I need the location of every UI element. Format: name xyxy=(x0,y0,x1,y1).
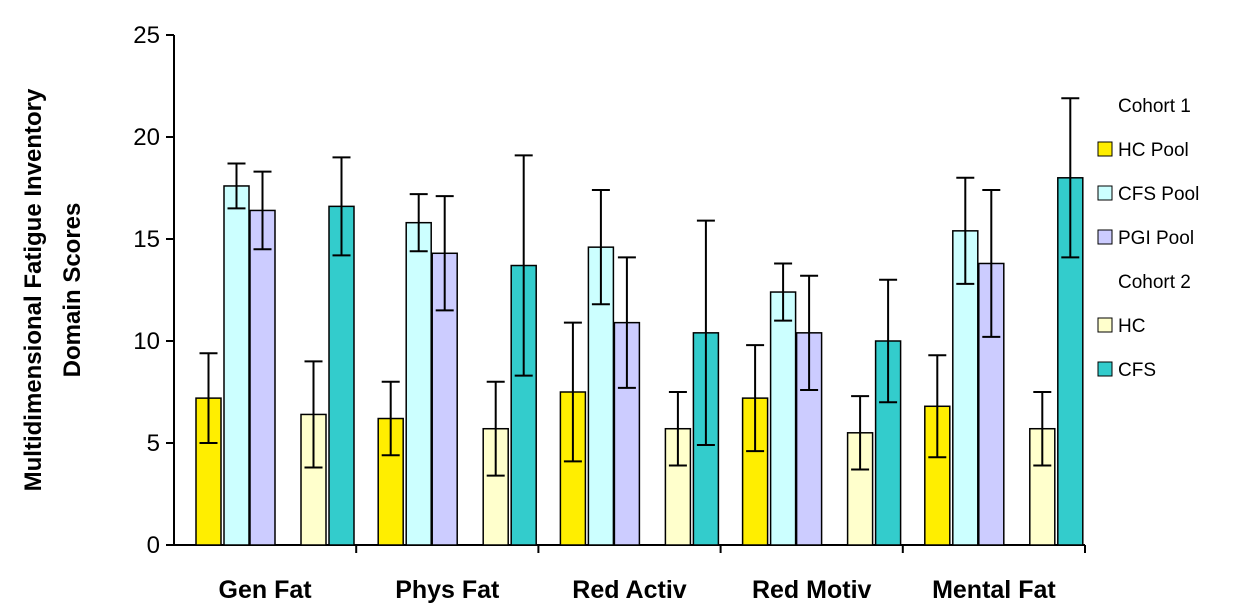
y-tick-label: 20 xyxy=(133,124,160,151)
bar-cfs-pool xyxy=(223,185,250,546)
legend-swatch xyxy=(1097,141,1113,157)
bar-cfs-pool xyxy=(769,291,797,546)
x-category-label: Gen Fat xyxy=(219,576,313,604)
legend-entry-label: CFS xyxy=(1118,360,1156,381)
y-tick-label: 5 xyxy=(147,430,160,457)
legend-group-title: Cohort 1 xyxy=(1118,96,1191,117)
legend-group-title: Cohort 2 xyxy=(1118,272,1191,293)
x-category-label: Phys Fat xyxy=(395,576,500,604)
x-category-label: Mental Fat xyxy=(932,576,1056,604)
y-tick-label: 0 xyxy=(147,532,160,559)
legend-entry-label: CFS Pool xyxy=(1118,184,1199,205)
y-axis-label: Multidimensional Fatigue Inventory Domai… xyxy=(20,88,86,491)
y-axis-label-line-2: Domain Scores xyxy=(59,203,86,378)
bars xyxy=(195,177,1084,546)
legend-swatch xyxy=(1097,185,1113,201)
legend-entry-label: PGI Pool xyxy=(1118,228,1194,249)
bar-cfs-pool xyxy=(405,221,432,546)
category-labels: Gen Fat Phys Fat Red Activ Red Motiv Mental … xyxy=(219,576,1057,604)
bar-cfs xyxy=(328,205,355,546)
legend-swatch xyxy=(1097,317,1113,333)
y-tick-label: 15 xyxy=(133,226,160,253)
y-axis-label-line-1: Multidimensional Fatigue Inventory xyxy=(20,88,47,491)
legend-entry-label: HC xyxy=(1118,316,1145,337)
x-category-label: Red Motiv xyxy=(752,576,872,604)
legend-swatch xyxy=(1097,361,1113,377)
error-bars xyxy=(199,97,1080,477)
bar-pgi-pool xyxy=(249,209,276,546)
legend-swatch xyxy=(1097,229,1113,245)
legend: Cohort 1 HC Pool CFS Pool PGI Pool Cohort 2 H… xyxy=(1097,96,1199,381)
y-tick-label: 25 xyxy=(133,22,160,49)
legend-entry-label: HC Pool xyxy=(1118,140,1189,161)
x-category-label: Red Activ xyxy=(572,576,686,604)
y-tick-label: 10 xyxy=(133,328,160,355)
